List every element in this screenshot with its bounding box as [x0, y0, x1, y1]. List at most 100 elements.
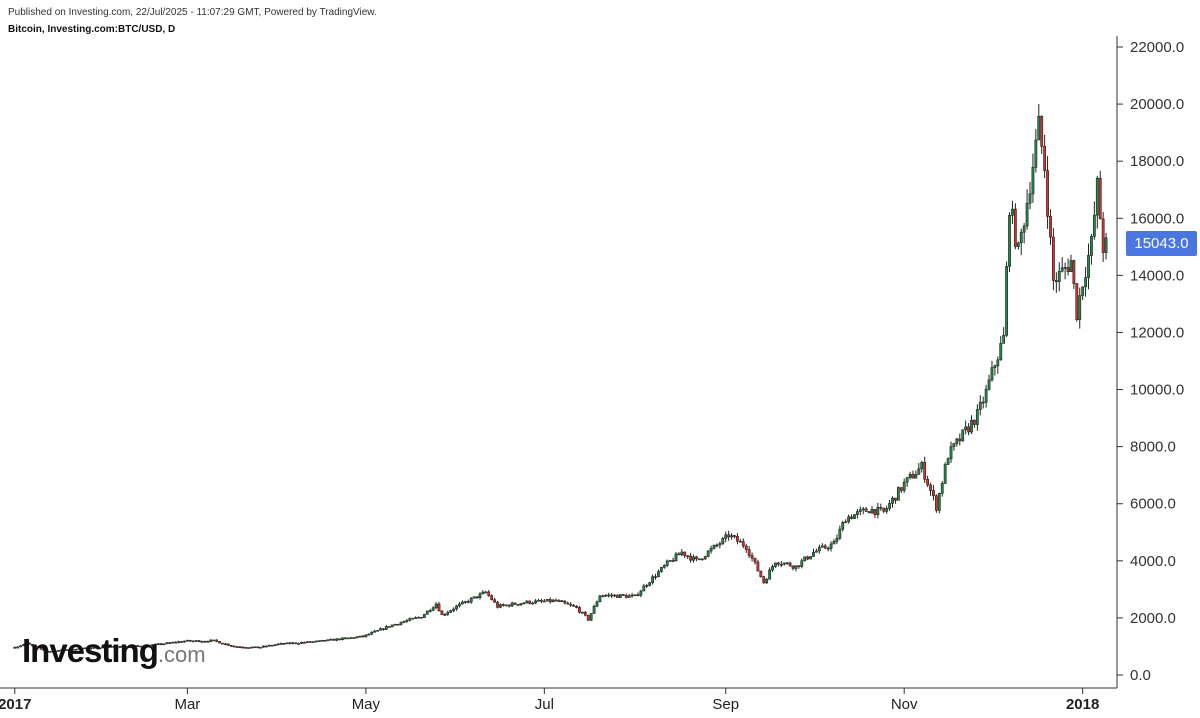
candle-body	[911, 474, 915, 479]
candle-body	[949, 446, 953, 460]
candle-body	[709, 548, 713, 552]
candle-body	[610, 594, 614, 597]
candle-body	[730, 535, 733, 538]
candle-body	[835, 538, 839, 542]
candle-body	[314, 640, 318, 643]
candle-body	[431, 607, 435, 611]
candle-body	[33, 645, 37, 647]
candle-body	[48, 651, 52, 653]
candle-body	[624, 595, 628, 598]
candle-body	[803, 556, 807, 562]
candle-body	[338, 638, 341, 641]
y-tick-label: 20000.0	[1130, 96, 1184, 113]
candle-body	[513, 602, 517, 605]
candle-body	[768, 569, 772, 580]
candle-body	[411, 617, 415, 620]
candle-body	[36, 646, 40, 648]
candle-body	[206, 640, 210, 643]
candle-body	[920, 462, 924, 470]
candle-body	[282, 643, 286, 645]
candle-body	[537, 599, 540, 602]
candle-body	[1034, 139, 1038, 168]
candle-body	[367, 633, 371, 636]
candle-body	[902, 481, 906, 491]
candle-body	[914, 474, 918, 479]
candle-body	[993, 365, 997, 368]
candle-body	[908, 474, 912, 478]
candle-body	[718, 543, 722, 546]
candle-body	[689, 555, 693, 561]
candle-body	[109, 645, 113, 648]
candle-body	[519, 603, 523, 606]
candle-body	[382, 628, 385, 630]
candle-body	[841, 522, 845, 530]
y-tick-label: 8000.0	[1130, 439, 1176, 456]
candle-body	[463, 601, 467, 603]
x-tick-label: 2018	[1066, 696, 1099, 713]
candle-body	[917, 468, 921, 475]
x-axis: 2017 Mar May Jul Sep Nov 2018	[0, 688, 1099, 713]
candle-body	[422, 614, 426, 618]
candle-body	[545, 599, 549, 602]
candle-body	[349, 637, 353, 639]
candle-body	[177, 641, 181, 643]
candle-body	[721, 538, 725, 544]
candle-body	[475, 596, 479, 598]
candle-body	[937, 493, 941, 511]
candle-body	[288, 642, 292, 645]
candle-body	[1013, 208, 1017, 247]
candle-body	[952, 443, 956, 447]
candle-body	[540, 599, 543, 602]
candle-body	[642, 585, 646, 592]
candle-body	[215, 639, 219, 642]
candle-body	[765, 578, 769, 584]
candle-body	[370, 631, 374, 635]
candle-body	[455, 605, 458, 610]
candle-body	[563, 600, 567, 604]
candle-body	[361, 635, 365, 638]
candle-body	[244, 647, 248, 649]
candle-body	[812, 551, 815, 557]
logo-word: Investing	[22, 632, 159, 669]
candle-body	[534, 600, 537, 604]
candle-body	[124, 646, 128, 648]
candle-body	[943, 464, 947, 484]
candle-body	[826, 547, 830, 550]
candle-body	[89, 647, 93, 650]
candle-body	[674, 553, 678, 562]
candle-body	[1069, 260, 1073, 272]
candle-body	[1037, 115, 1041, 141]
candle-body	[680, 551, 684, 555]
candle-body	[990, 367, 994, 381]
candle-body	[1002, 334, 1006, 344]
candle-body	[414, 617, 417, 619]
candle-body	[86, 647, 90, 650]
candle-body	[235, 646, 239, 648]
candle-body	[147, 645, 151, 647]
candle-body	[121, 645, 125, 648]
candle-body	[1011, 208, 1014, 216]
candle-body	[753, 557, 757, 563]
candle-body	[355, 636, 359, 639]
candle-body	[30, 644, 34, 646]
candle-body	[183, 640, 186, 643]
candle-body	[54, 650, 58, 653]
candle-body	[496, 601, 499, 608]
candle-body	[461, 601, 464, 605]
candle-body	[478, 593, 482, 598]
candle-body	[806, 556, 810, 560]
candle-body	[1084, 277, 1087, 288]
candle-body	[1090, 236, 1093, 256]
candle-body	[741, 541, 745, 547]
candle-body	[651, 576, 654, 584]
candle-body	[434, 603, 438, 609]
candle-body	[630, 594, 634, 597]
candle-body	[127, 646, 131, 648]
candle-body	[224, 643, 227, 646]
candle-body	[159, 643, 163, 645]
candle-body	[557, 600, 561, 602]
candle-body	[981, 401, 985, 404]
candles-layer	[13, 104, 1108, 653]
candle-body	[256, 646, 260, 649]
